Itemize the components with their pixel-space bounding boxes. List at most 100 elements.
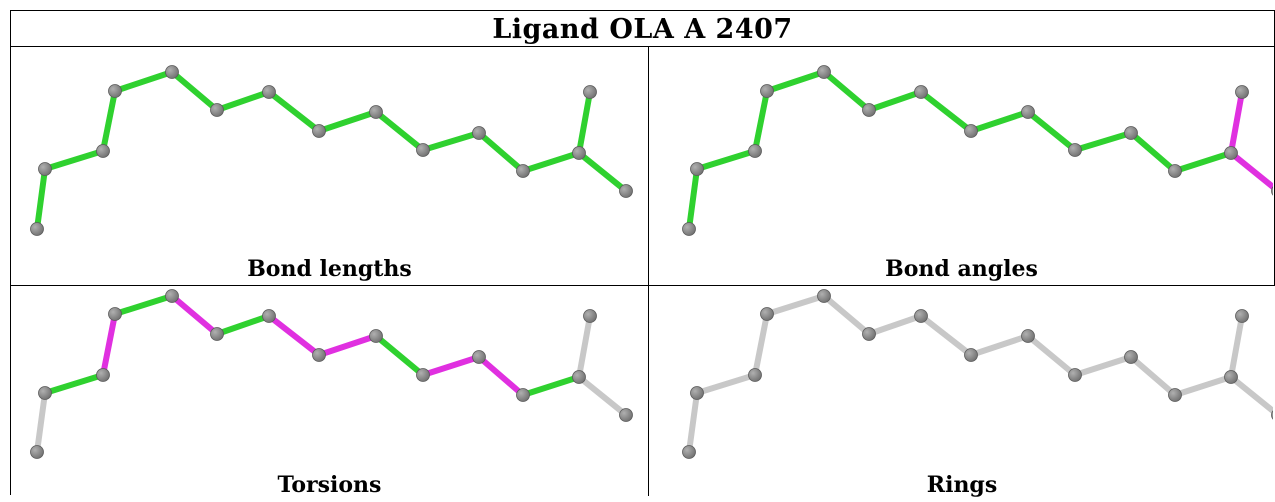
atom-bond-angles-7 xyxy=(964,124,978,138)
atom-rings-13 xyxy=(1235,309,1249,323)
ligand-validation-table: Ligand OLA A 2407 Bond lengths Bond angl… xyxy=(10,10,1275,498)
atom-bond-angles-14 xyxy=(1271,186,1273,196)
bond-rings-11 xyxy=(1172,374,1234,398)
atom-torsions-3 xyxy=(108,307,122,321)
atom-bond-angles-2 xyxy=(748,144,762,158)
caption-bond-angles: Bond angles xyxy=(885,256,1038,282)
atom-torsions-4 xyxy=(165,289,179,303)
bond-bond-lengths-0 xyxy=(34,166,48,232)
atom-bond-lengths-9 xyxy=(416,143,430,157)
bond-torsions-9 xyxy=(420,354,482,378)
atom-rings-10 xyxy=(1124,350,1138,364)
atom-rings-12 xyxy=(1224,370,1238,384)
bond-torsions-1 xyxy=(42,372,106,396)
bond-rings-5 xyxy=(866,313,924,337)
bond-bond-angles-6 xyxy=(918,89,974,134)
atom-bond-lengths-13 xyxy=(583,85,597,99)
atom-torsions-5 xyxy=(210,327,224,341)
bond-rings-0 xyxy=(686,390,700,455)
atom-torsions-12 xyxy=(572,370,586,384)
atom-rings-7 xyxy=(964,348,978,362)
atom-bond-angles-10 xyxy=(1124,126,1138,140)
bond-bond-angles-0 xyxy=(686,166,700,232)
atom-rings-5 xyxy=(862,327,876,341)
molecule-rings xyxy=(682,289,1273,459)
bond-rings-4 xyxy=(821,293,872,337)
bond-bond-angles-13 xyxy=(1228,150,1273,191)
panel-bond-lengths: Bond lengths xyxy=(11,47,649,286)
bond-bond-lengths-9 xyxy=(420,130,482,153)
bond-bond-angles-12 xyxy=(1228,89,1245,156)
bond-torsions-0 xyxy=(34,390,48,455)
bond-bond-angles-3 xyxy=(764,69,827,94)
table-title: Ligand OLA A 2407 xyxy=(11,11,1275,47)
atom-bond-lengths-4 xyxy=(165,65,179,79)
bond-bond-lengths-12 xyxy=(576,89,593,156)
atom-bond-lengths-1 xyxy=(38,162,52,176)
atom-bond-lengths-2 xyxy=(96,144,110,158)
bond-bond-lengths-6 xyxy=(266,89,322,134)
atom-torsions-6 xyxy=(262,309,276,323)
bond-rings-6 xyxy=(918,313,974,358)
atom-rings-0 xyxy=(682,445,696,459)
atom-bond-lengths-7 xyxy=(312,124,326,138)
atom-bond-angles-8 xyxy=(1021,105,1035,119)
caption-bond-lengths: Bond lengths xyxy=(247,256,412,282)
bond-torsions-8 xyxy=(373,333,426,378)
bond-torsions-6 xyxy=(266,313,322,358)
panel-bond-angles: Bond angles xyxy=(649,47,1275,286)
atom-torsions-9 xyxy=(416,368,430,382)
atom-bond-angles-13 xyxy=(1235,85,1249,99)
atom-torsions-13 xyxy=(583,309,597,323)
bond-rings-9 xyxy=(1072,354,1134,378)
atom-torsions-0 xyxy=(30,445,44,459)
bond-torsions-10 xyxy=(476,354,526,398)
atom-bond-angles-5 xyxy=(862,103,876,117)
bond-bond-angles-10 xyxy=(1128,130,1178,174)
atom-bond-lengths-5 xyxy=(210,103,224,117)
atom-torsions-7 xyxy=(312,348,326,362)
bond-torsions-11 xyxy=(520,374,582,398)
atom-torsions-1 xyxy=(38,386,52,400)
atom-bond-angles-3 xyxy=(760,84,774,98)
bond-torsions-5 xyxy=(214,313,272,337)
bond-torsions-4 xyxy=(169,293,220,337)
panel-torsions: Torsions xyxy=(11,286,649,498)
atom-rings-6 xyxy=(914,309,928,323)
atom-bond-angles-11 xyxy=(1168,164,1182,178)
atom-torsions-2 xyxy=(96,368,110,382)
bond-torsions-12 xyxy=(576,313,593,380)
atom-rings-2 xyxy=(748,368,762,382)
atom-rings-9 xyxy=(1068,368,1082,382)
bond-torsions-13 xyxy=(576,374,629,418)
atom-torsions-10 xyxy=(472,350,486,364)
atom-bond-angles-12 xyxy=(1224,146,1238,160)
bond-bond-angles-9 xyxy=(1072,130,1134,153)
panel-rings: Rings xyxy=(649,286,1275,498)
bond-bond-lengths-11 xyxy=(520,150,582,174)
bond-rings-12 xyxy=(1228,313,1245,380)
caption-rings: Rings xyxy=(926,472,998,498)
bond-bond-lengths-2 xyxy=(100,88,118,154)
atom-rings-14 xyxy=(1271,410,1273,420)
bond-rings-3 xyxy=(764,293,827,317)
atom-rings-3 xyxy=(760,307,774,321)
bond-torsions-2 xyxy=(100,311,118,378)
atom-bond-lengths-14 xyxy=(619,184,633,198)
bond-torsions-3 xyxy=(112,293,175,317)
atom-bond-angles-1 xyxy=(690,162,704,176)
caption-torsions: Torsions xyxy=(277,472,382,498)
atom-bond-angles-6 xyxy=(914,85,928,99)
bond-rings-2 xyxy=(752,311,770,378)
molecule-bond-lengths xyxy=(30,65,633,236)
molecule-torsions xyxy=(30,289,633,459)
atom-rings-8 xyxy=(1021,329,1035,343)
bond-bond-angles-5 xyxy=(866,89,924,113)
bond-rings-7 xyxy=(968,333,1031,358)
bond-torsions-7 xyxy=(316,333,379,358)
molecule-bond-angles xyxy=(682,65,1273,236)
bond-rings-1 xyxy=(694,372,758,396)
atom-bond-lengths-10 xyxy=(472,126,486,140)
bond-bond-lengths-1 xyxy=(42,148,106,172)
bond-bond-lengths-4 xyxy=(169,69,220,113)
